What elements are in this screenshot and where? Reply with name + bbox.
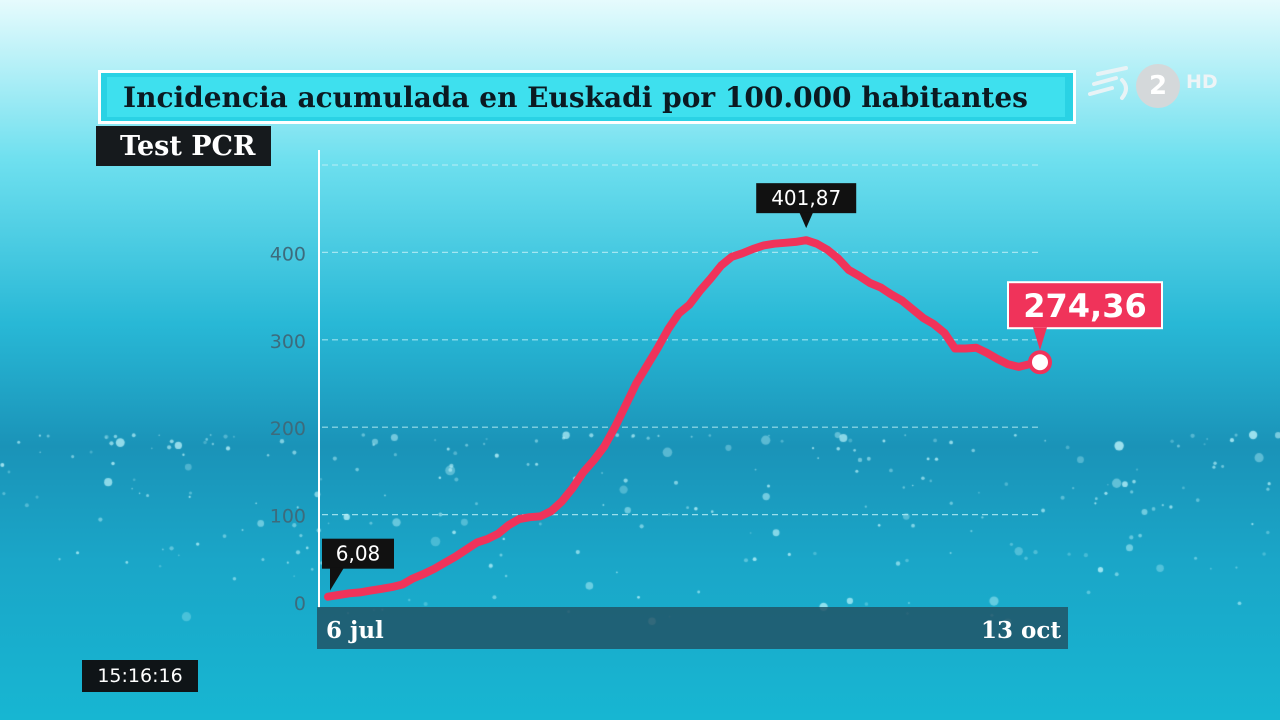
x-end-label: 13 oct bbox=[981, 617, 1061, 644]
end-value-box bbox=[1007, 281, 1163, 330]
clock-time: 15:16:16 bbox=[82, 660, 198, 692]
chart-title: Incidencia acumulada en Euskadi por 100.… bbox=[107, 77, 1065, 117]
peak-value-pointer bbox=[799, 212, 814, 229]
start-value-box bbox=[322, 538, 394, 569]
chart-subtitle: Test PCR bbox=[96, 126, 272, 166]
x-axis-bar bbox=[317, 607, 1068, 649]
peak-value-label: 401,87 bbox=[771, 186, 841, 210]
end-value-label: 274,36 bbox=[1023, 287, 1146, 325]
start-value-label: 6,08 bbox=[336, 542, 381, 566]
hd-badge: HD bbox=[1186, 71, 1218, 93]
y-tick-label: 100 bbox=[270, 506, 306, 528]
x-start-label: 6 jul bbox=[326, 617, 384, 644]
y-tick-label: 400 bbox=[270, 243, 306, 265]
end-value-pointer bbox=[1033, 327, 1047, 351]
channel-number-badge: 2 bbox=[1136, 64, 1180, 108]
y-tick-label: 300 bbox=[270, 331, 306, 353]
peak-value-box bbox=[756, 183, 857, 214]
start-value-pointer bbox=[330, 567, 344, 591]
y-tick-label: 200 bbox=[270, 418, 306, 440]
chart-title-box: Incidencia acumulada en Euskadi por 100.… bbox=[98, 70, 1076, 124]
eitb-logo-icon bbox=[1088, 66, 1128, 100]
series-line bbox=[324, 236, 1044, 601]
end-point-marker bbox=[1028, 350, 1052, 375]
y-tick-label: 0 bbox=[294, 593, 306, 615]
